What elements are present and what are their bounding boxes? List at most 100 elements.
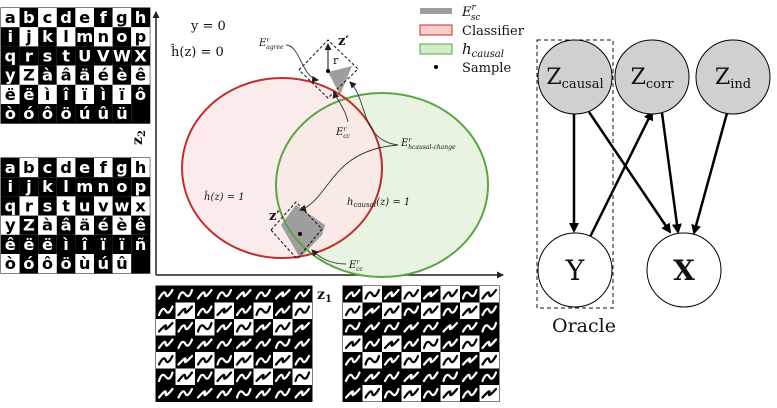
grid-glyph: ò bbox=[5, 104, 16, 123]
grid-cell bbox=[75, 27, 94, 47]
edge-y-zcorr bbox=[588, 110, 654, 238]
axes: z2 z1 bbox=[130, 11, 504, 305]
grid-glyph: f bbox=[100, 158, 108, 177]
grid-glyph: è bbox=[116, 66, 127, 85]
grid-scribble bbox=[344, 354, 361, 366]
grid-cell bbox=[56, 84, 76, 104]
grid-glyph: ë bbox=[5, 85, 16, 104]
grid-cell bbox=[38, 177, 57, 197]
grid-glyph: ü bbox=[116, 104, 128, 123]
grid-scribble bbox=[157, 321, 174, 333]
grid-cell bbox=[94, 234, 113, 254]
oracle-label: Oracle bbox=[552, 315, 616, 337]
grid-glyph: e bbox=[79, 8, 90, 27]
grid-scribble bbox=[481, 305, 498, 317]
node-x bbox=[646, 232, 722, 308]
y-equals-label: y = 0 bbox=[190, 19, 226, 34]
grid-scribble bbox=[364, 387, 381, 399]
grid-scribble bbox=[294, 371, 311, 383]
z-prime-bottom: z′ bbox=[269, 209, 280, 224]
grid-scribble bbox=[403, 305, 420, 317]
grid-glyph: s bbox=[43, 46, 53, 65]
grid-glyph: o bbox=[116, 177, 127, 196]
node-y bbox=[537, 232, 613, 308]
grid-cell bbox=[56, 46, 76, 66]
grid-cell bbox=[38, 84, 57, 104]
h-hat-zero-label: ĥ(z) = 0 bbox=[170, 44, 224, 60]
z-prime-top: z′ bbox=[338, 34, 349, 49]
grid-glyph: l bbox=[63, 177, 69, 196]
grid-glyph: Z bbox=[23, 66, 35, 85]
grid-cell bbox=[75, 234, 94, 254]
radius-label: r bbox=[333, 54, 339, 67]
grid-cell bbox=[112, 104, 132, 124]
grid-glyph: o bbox=[116, 27, 127, 46]
grid-cell bbox=[94, 8, 113, 28]
grid-glyph: y bbox=[5, 66, 16, 85]
grid-scribble bbox=[442, 305, 459, 317]
grid-glyph: r bbox=[25, 196, 33, 215]
shaded-region-top bbox=[328, 66, 352, 95]
grid-cell bbox=[56, 27, 76, 47]
grid-glyph: j bbox=[25, 177, 32, 196]
legend-swatch-causal bbox=[419, 43, 453, 55]
grid-scribble bbox=[274, 321, 291, 333]
grid-scribble bbox=[461, 387, 478, 399]
grid-glyph: à bbox=[42, 66, 53, 85]
grid-scribble bbox=[177, 338, 194, 350]
grid-scribble bbox=[216, 288, 233, 300]
grid-scribble bbox=[294, 354, 311, 366]
grid-cell bbox=[38, 234, 57, 254]
grid-cell bbox=[1, 158, 20, 178]
grid-scribble bbox=[344, 321, 361, 333]
node-y-label: Y bbox=[565, 254, 585, 287]
grid-scribble bbox=[216, 305, 233, 317]
grid-glyph: î bbox=[62, 85, 69, 104]
grid-scribble bbox=[383, 371, 400, 383]
grid-cell bbox=[19, 234, 39, 254]
grid-glyph: h bbox=[135, 8, 147, 27]
grid-glyph: ë bbox=[23, 235, 34, 254]
node-x-label: X bbox=[673, 254, 695, 287]
grid-glyph: p bbox=[135, 27, 147, 46]
grid-glyph: w bbox=[114, 196, 129, 215]
grid-glyph: p bbox=[135, 177, 147, 196]
grid-glyph: d bbox=[60, 8, 72, 27]
grid-scribble bbox=[255, 338, 272, 350]
grid-scribble bbox=[403, 354, 420, 366]
grid-scribble bbox=[344, 288, 361, 300]
grid-glyph: ì bbox=[44, 85, 51, 104]
grid-scribble bbox=[442, 321, 459, 333]
grid-scribble bbox=[177, 354, 194, 366]
grid-scribble bbox=[461, 305, 478, 317]
grid-glyph: ä bbox=[79, 66, 90, 85]
grid-glyph: r bbox=[25, 46, 33, 65]
grid-scribble bbox=[481, 371, 498, 383]
grid-cell bbox=[38, 215, 57, 235]
grid-scribble bbox=[364, 338, 381, 350]
grid-cell bbox=[38, 254, 57, 274]
node-z-corr-label: Zcorr bbox=[631, 65, 675, 92]
grid-scribble bbox=[157, 288, 174, 300]
grid-scribble bbox=[177, 387, 194, 399]
grid-cell bbox=[38, 8, 57, 28]
grid-scribble bbox=[196, 305, 213, 317]
grid-scribble bbox=[481, 288, 498, 300]
grid-scribble bbox=[274, 305, 291, 317]
grid-cell bbox=[1, 215, 20, 235]
grid-scribble bbox=[422, 354, 439, 366]
grid-glyph: a bbox=[5, 8, 16, 27]
grid-cell bbox=[19, 215, 39, 235]
grid-cell bbox=[131, 196, 150, 216]
classifier-region-label: ĥ(z) = 1 bbox=[204, 191, 245, 203]
node-z-ind-label: Zind bbox=[715, 65, 751, 92]
grid-glyph: ú bbox=[79, 104, 91, 123]
grid-cell bbox=[1, 46, 20, 66]
grid-glyph: ï bbox=[101, 235, 107, 254]
grid-cell bbox=[56, 254, 76, 274]
grid-scribble bbox=[383, 338, 400, 350]
grid-cell bbox=[94, 104, 113, 124]
grid-glyph: g bbox=[116, 8, 128, 27]
